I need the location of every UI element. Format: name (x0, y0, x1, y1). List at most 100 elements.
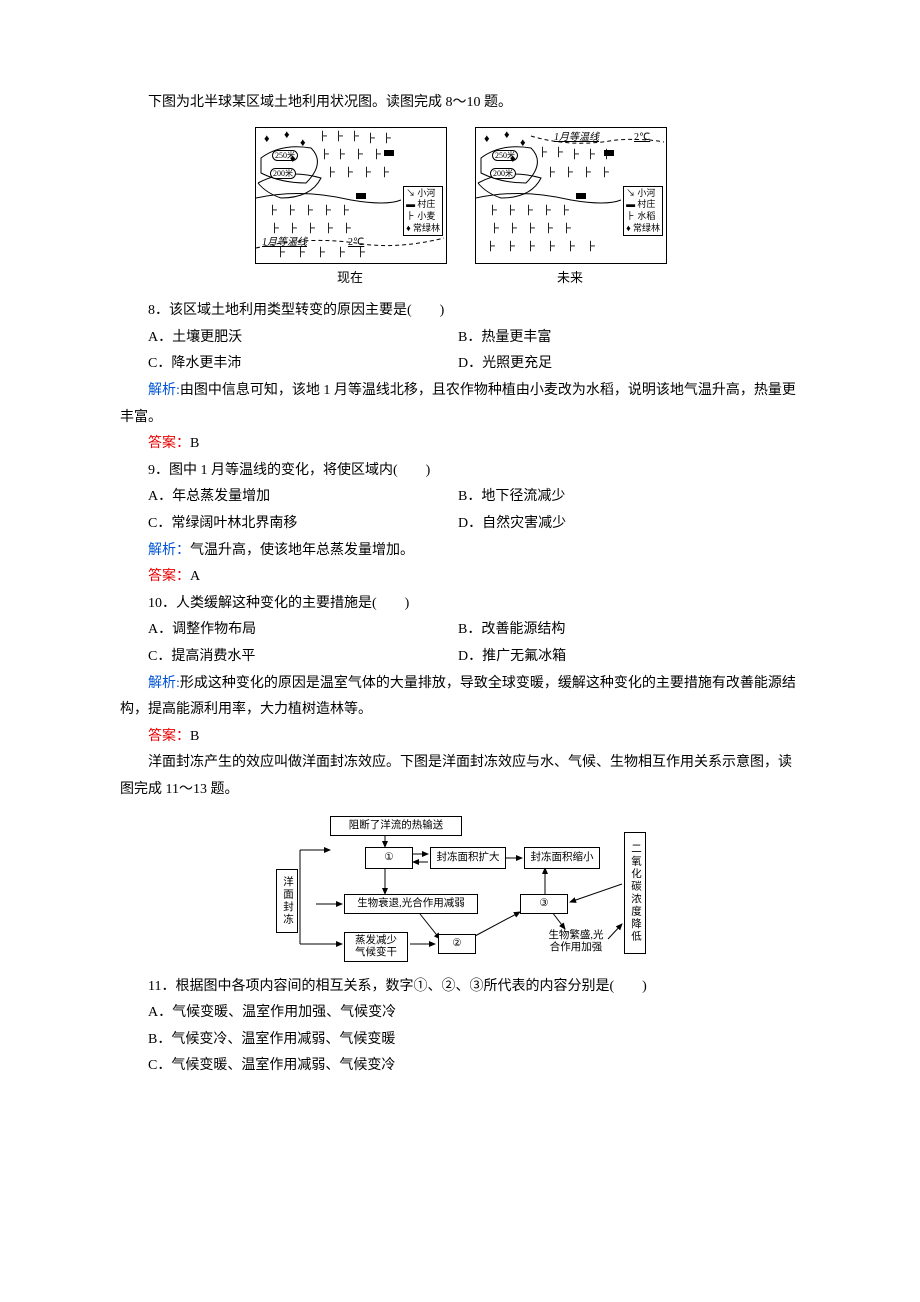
crop-icon: ⺊ (542, 206, 553, 217)
text-bio-up: 生物繁盛,光 合作用加强 (538, 930, 614, 954)
q8-options-row1: A．土壤更肥沃 B．热量更丰富 (120, 325, 800, 352)
forest-icon: ♦ (510, 154, 516, 165)
contour-200: 200米 (270, 168, 296, 180)
crop-icon: ⺊ (320, 150, 331, 161)
box-shrink: 封冻面积缩小 (524, 847, 600, 869)
crop-icon: ⺊ (322, 206, 333, 217)
answer-label: 答案： (148, 569, 190, 584)
q10-stem: 10．人类缓解这种变化的主要措施是( ) (120, 591, 800, 618)
q11-opt-b: B．气候变冷、温室作用减弱、气候变暖 (120, 1027, 800, 1054)
legend-forest: ♦ 常绿林 (626, 223, 660, 235)
q10-opt-a: A．调整作物布局 (148, 617, 458, 644)
crop-icon: ⺊ (546, 168, 557, 179)
q9-opt-a: A．年总蒸发量增加 (148, 484, 458, 511)
answer-value: B (190, 436, 199, 451)
answer-label: 答案： (148, 436, 190, 451)
q10-opt-c: C．提高消费水平 (148, 644, 458, 671)
crop-icon: ⺊ (562, 224, 573, 235)
q9-options-row2: C．常绿阔叶林北界南移 D．自然灾害减少 (120, 511, 800, 538)
forest-icon: ♦ (504, 130, 510, 141)
q10-analysis: 解析:形成这种变化的原因是温室气体的大量排放，导致全球变暖，缓解这种变化的主要措… (120, 671, 800, 724)
crop-icon: ⺊ (488, 206, 499, 217)
q11-stem: 11．根据图中各项内容间的相互关系，数字①、②、③所代表的内容分别是( ) (120, 974, 800, 1001)
village-icon (356, 193, 366, 199)
iso-label: 1月等温线 (554, 128, 599, 147)
forest-icon: ♦ (520, 138, 526, 149)
village-icon (576, 193, 586, 199)
legend-river: ↘ 小河 (626, 188, 660, 200)
q8-opt-d: D．光照更充足 (458, 351, 800, 378)
crop-icon: ⺊ (526, 224, 537, 235)
legend-present: ↘ 小河 ▬ 村庄 ⺊ 小麦 ♦ 常绿林 (403, 186, 443, 237)
crop-icon: ⺊ (508, 224, 519, 235)
caption-future: 未来 (475, 266, 665, 291)
crop-icon: ⺊ (382, 134, 393, 145)
q9-stem: 9．图中 1 月等温线的变化，将使区域内( ) (120, 458, 800, 485)
q9-opt-d: D．自然灾害减少 (458, 511, 800, 538)
box-bio-down: 生物衰退,光合作用减弱 (344, 894, 478, 914)
q10-opt-b: B．改善能源结构 (458, 617, 800, 644)
crop-icon: ⺊ (326, 168, 337, 179)
crop-icon: ⺊ (490, 224, 501, 235)
q8-answer: 答案：B (120, 431, 800, 458)
forest-icon: ♦ (484, 134, 490, 145)
figure-land-use: 250米 200米 ♦ ♦ ♦ ♦ ⺊ ⺊ ⺊ ⺊ ⺊ ⺊ ⺊ ⺊ ⺊ ⺊ ⺊ … (120, 127, 800, 291)
crop-icon: ⺊ (506, 206, 517, 217)
crop-icon: ⺊ (582, 168, 593, 179)
analysis-body: 气温升高，使该地年总蒸发量增加。 (190, 543, 414, 558)
q9-analysis: 解析：气温升高，使该地年总蒸发量增加。 (120, 538, 800, 565)
caption-present: 现在 (255, 266, 445, 291)
passage-2: 洋面封冻产生的效应叫做洋面封冻效应。下图是洋面封冻效应与水、气候、生物相互作用关… (120, 750, 800, 803)
q9-options-row1: A．年总蒸发量增加 B．地下径流减少 (120, 484, 800, 511)
figure-ocean-freeze: 阻断了洋流的热输送 ① 封冻面积扩大 封冻面积缩小 洋面封冻 生物衰退,光合作用… (120, 814, 800, 964)
box-n3: ③ (520, 894, 568, 914)
box-n1: ① (365, 847, 413, 869)
village-icon (604, 150, 614, 156)
q8-opt-b: B．热量更丰富 (458, 325, 800, 352)
analysis-label: 解析： (148, 543, 190, 558)
crop-icon: ⺊ (526, 242, 537, 253)
page: 下图为北半球某区域土地利用状况图。读图完成 8～10 题。 250米 200米 … (0, 0, 920, 1302)
legend-rice: ⺊ 水稻 (626, 211, 660, 223)
contour-200: 200米 (490, 168, 516, 180)
box-evap: 蒸发减少 气候变干 (344, 932, 408, 962)
q8-opt-a: A．土壤更肥沃 (148, 325, 458, 352)
crop-icon: ⺊ (586, 150, 597, 161)
legend-village: ▬ 村庄 (406, 199, 440, 211)
forest-icon: ♦ (284, 130, 290, 141)
q10-opt-d: D．推广无氟冰箱 (458, 644, 800, 671)
map-future: 250米 200米 ♦ ♦ ♦ ♦ ⺊ ⺊ ⺊ ⺊ ⺊ ⺊ ⺊ ⺊ ⺊ ⺊ ⺊ … (475, 127, 665, 291)
box-n2: ② (438, 934, 476, 954)
crop-icon: ⺊ (554, 148, 565, 159)
q8-stem: 8．该区域土地利用类型转变的原因主要是( ) (120, 298, 800, 325)
q10-answer: 答案：B (120, 724, 800, 751)
q10-options-row1: A．调整作物布局 B．改善能源结构 (120, 617, 800, 644)
box-ocean: 洋面封冻 (276, 869, 298, 933)
q8-opt-c: C．降水更丰沛 (148, 351, 458, 378)
crop-icon: ⺊ (268, 206, 279, 217)
crop-icon: ⺊ (340, 206, 351, 217)
iso-val: 2℃ (634, 128, 650, 147)
legend-forest: ♦ 常绿林 (406, 223, 440, 235)
q9-answer: 答案：A (120, 564, 800, 591)
village-icon (384, 150, 394, 156)
answer-label: 答案： (148, 729, 190, 744)
analysis-body: 由图中信息可知，该地 1 月等温线北移，且农作物种植由小麦改为水稻，说明该地气温… (120, 383, 796, 425)
crop-icon: ⺊ (316, 248, 327, 259)
forest-icon: ♦ (264, 134, 270, 145)
crop-icon: ⺊ (372, 150, 383, 161)
crop-icon: ⺊ (354, 150, 365, 161)
map-present-box: 250米 200米 ♦ ♦ ♦ ♦ ⺊ ⺊ ⺊ ⺊ ⺊ ⺊ ⺊ ⺊ ⺊ ⺊ ⺊ … (255, 127, 447, 264)
iso-val: 2℃ (348, 233, 364, 252)
box-top: 阻断了洋流的热输送 (330, 816, 462, 836)
crop-icon: ⺊ (600, 168, 611, 179)
crop-icon: ⺊ (318, 132, 329, 143)
crop-icon: ⺊ (350, 132, 361, 143)
answer-value: B (190, 729, 199, 744)
forest-icon: ♦ (290, 154, 296, 165)
crop-icon: ⺊ (560, 206, 571, 217)
q8-analysis: 解析:由图中信息可知，该地 1 月等温线北移，且农作物种植由小麦改为水稻，说明该… (120, 378, 800, 431)
q8-options-row2: C．降水更丰沛 D．光照更充足 (120, 351, 800, 378)
map-present: 250米 200米 ♦ ♦ ♦ ♦ ⺊ ⺊ ⺊ ⺊ ⺊ ⺊ ⺊ ⺊ ⺊ ⺊ ⺊ … (255, 127, 445, 291)
legend-river: ↘ 小河 (406, 188, 440, 200)
